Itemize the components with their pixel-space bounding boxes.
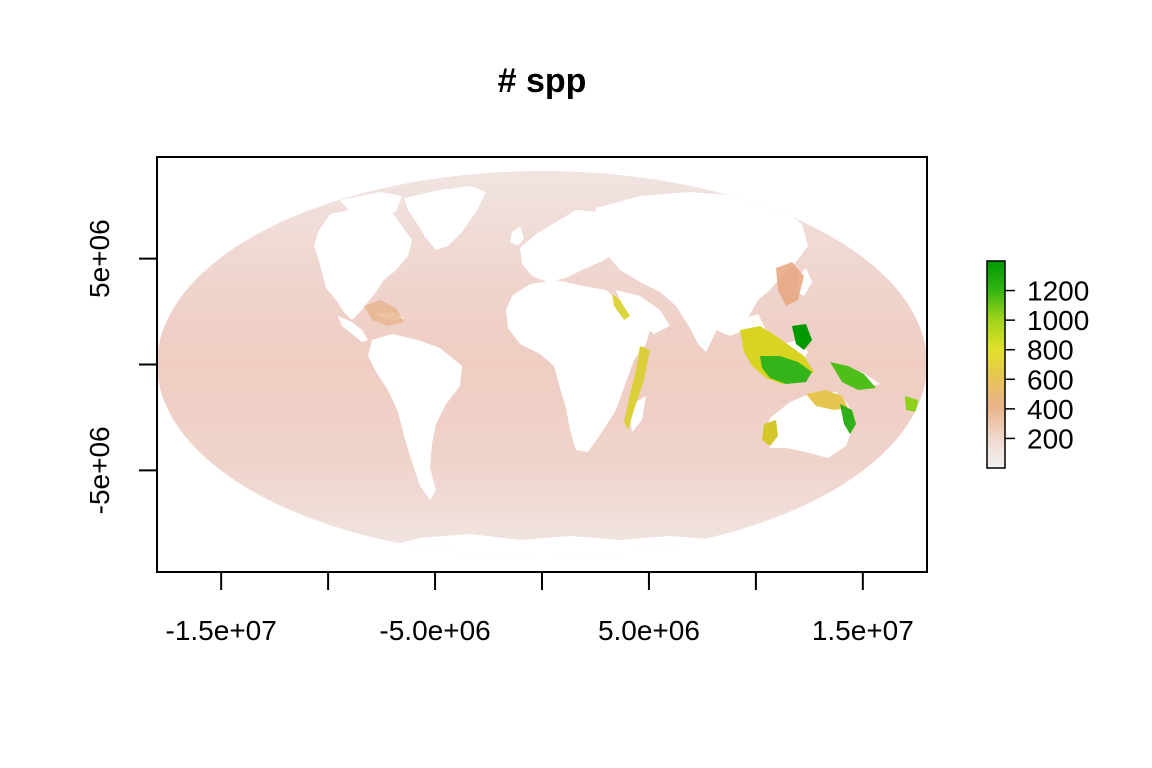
legend-label: 800 [1027, 335, 1074, 366]
legend-label: 1200 [1027, 276, 1089, 307]
hotspot-coral-triangle-green [760, 356, 812, 384]
x-tick-label: 5.0e+06 [598, 615, 700, 646]
x-tick-label: 1.5e+07 [812, 615, 914, 646]
africa [506, 280, 650, 452]
central-america [338, 316, 368, 342]
legend-label: 200 [1027, 423, 1074, 454]
hotspot-west-australia [762, 420, 778, 446]
hotspot-caribbean [364, 300, 404, 326]
legend-label: 600 [1027, 364, 1074, 395]
hotspot-red-sea [612, 294, 630, 320]
x-tick-label: -1.5e+07 [166, 615, 277, 646]
world-map [157, 171, 927, 557]
x-tick-label: -5.0e+06 [379, 615, 490, 646]
hotspot-great-barrier-reef [840, 404, 856, 434]
y-tick-label: 5e+06 [84, 219, 115, 298]
greenland [404, 186, 486, 250]
hotspot-south-pacific [905, 396, 918, 412]
legend-colorbar [986, 260, 1006, 469]
y-tick-label: -5e+06 [84, 426, 115, 514]
india [676, 300, 720, 352]
ocean-area [157, 171, 927, 557]
diversity-hotspots [364, 262, 918, 446]
arctic-canada-islands [340, 192, 402, 214]
plot-title: # spp [498, 62, 587, 100]
arabian-peninsula [616, 290, 670, 334]
hotspot-new-guinea [830, 362, 876, 390]
legend-label: 1000 [1027, 305, 1089, 336]
madagascar [630, 396, 646, 432]
hotspot-east-asia-coast [776, 262, 804, 306]
hotspot-north-australia [806, 390, 848, 410]
x-axis: -1.5e+07 -5.0e+06 5.0e+06 1.5e+07 [166, 572, 914, 646]
legend-label: 400 [1027, 394, 1074, 425]
north-america [314, 208, 412, 320]
asia [596, 192, 808, 344]
south-america [368, 334, 462, 500]
hotspot-east-africa [624, 346, 650, 430]
hotspot-philippines [792, 324, 812, 350]
uk [510, 226, 524, 246]
y-axis: 5e+06 -5e+06 [84, 219, 157, 514]
